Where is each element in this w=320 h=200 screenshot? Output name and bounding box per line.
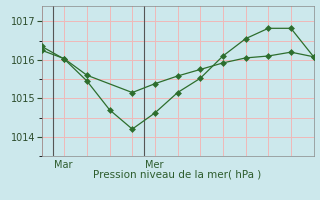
X-axis label: Pression niveau de la mer( hPa ): Pression niveau de la mer( hPa ) — [93, 170, 262, 180]
Text: Mar: Mar — [54, 160, 73, 170]
Text: Mer: Mer — [145, 160, 163, 170]
